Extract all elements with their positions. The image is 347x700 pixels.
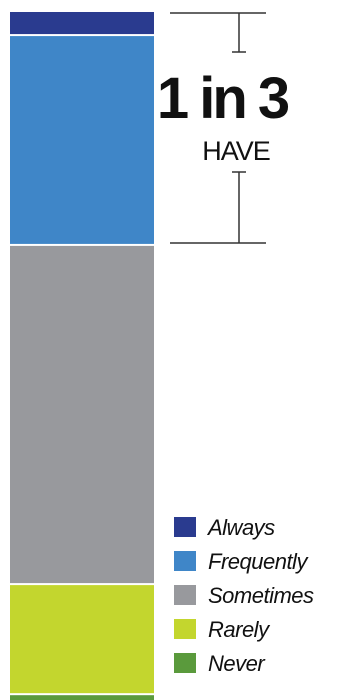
- stacked-bar: [10, 12, 154, 700]
- legend-label-sometimes: Sometimes: [208, 583, 314, 608]
- bar-segment-frequently: [10, 36, 154, 244]
- legend-label-never: Never: [208, 651, 266, 676]
- legend-swatch-frequently: [174, 551, 196, 571]
- legend-swatch-sometimes: [174, 585, 196, 605]
- legend-label-frequently: Frequently: [208, 549, 309, 574]
- bar-segment-rarely: [10, 585, 154, 694]
- legend-label-always: Always: [206, 515, 275, 540]
- legend-swatch-never: [174, 653, 196, 673]
- legend-label-rarely: Rarely: [208, 617, 271, 642]
- callout-bracket: [170, 12, 266, 244]
- callout-subline: HAVE: [202, 136, 270, 166]
- legend-swatch-always: [174, 517, 196, 537]
- bar-segment-always: [10, 12, 154, 35]
- bar-segment-sometimes: [10, 245, 154, 584]
- legend: Always Frequently Sometimes Rarely Never: [174, 515, 315, 676]
- legend-swatch-rarely: [174, 619, 196, 639]
- callout-headline: 1 in 3: [157, 66, 289, 131]
- bar-segment-never: [10, 695, 154, 700]
